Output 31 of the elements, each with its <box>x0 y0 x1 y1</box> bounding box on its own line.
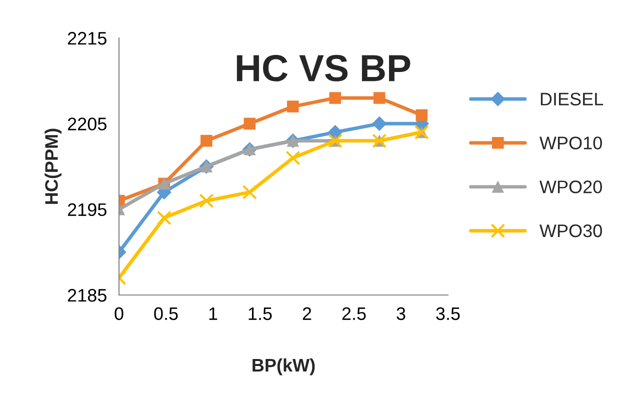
x-tick-label: 2.5 <box>342 307 366 320</box>
point <box>416 109 428 122</box>
point <box>156 210 172 226</box>
y-tick-label: 2215 <box>68 32 106 45</box>
point <box>244 118 256 130</box>
y-tick-label: 2205 <box>68 118 106 130</box>
legend-label: DIESEL <box>540 92 604 106</box>
x-tick-label: 3.5 <box>436 307 460 320</box>
y-tick-label: 2195 <box>68 203 106 216</box>
x-tick-label: 1.5 <box>248 307 272 320</box>
point <box>200 134 212 147</box>
point <box>286 100 299 112</box>
point <box>373 92 386 104</box>
point <box>372 116 387 131</box>
x-tick-label: 2 <box>302 307 312 320</box>
point <box>329 92 342 104</box>
chart-title: HC VS BP <box>236 54 410 82</box>
legend-label: WPO20 <box>540 180 602 194</box>
legend-label: WPO30 <box>540 224 602 238</box>
legend-label: WPO10 <box>540 136 602 150</box>
x-tick-label: 3 <box>396 307 406 320</box>
x-tick-label: 0 <box>114 307 124 320</box>
y-axis-title: HC(PPM) <box>44 128 62 204</box>
x-tick-label: 1 <box>209 307 218 320</box>
point <box>328 125 342 140</box>
x-axis-title: BP(kW) <box>252 358 315 376</box>
x-tick-label: 0.5 <box>154 307 178 320</box>
point <box>242 184 257 200</box>
point <box>199 193 214 208</box>
y-tick-label: 2185 <box>68 288 106 302</box>
point <box>286 150 300 166</box>
